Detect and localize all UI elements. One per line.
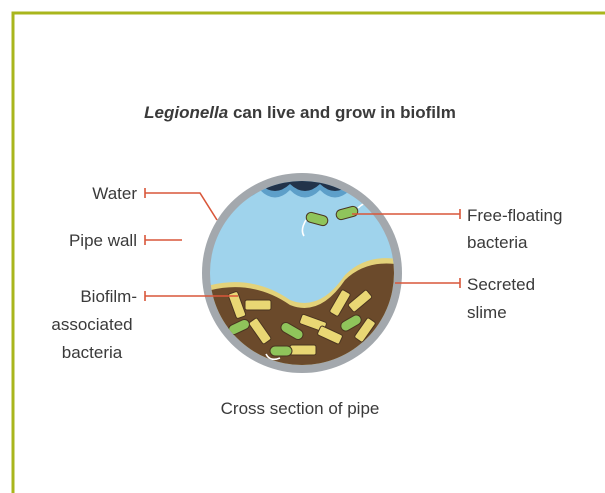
diagram: Legionella can live and grow in biofilm bbox=[0, 0, 605, 493]
label-slime: slime bbox=[467, 303, 507, 322]
label-biofilm: Biofilm- bbox=[80, 287, 137, 306]
pipe-cross-section bbox=[200, 170, 410, 380]
title-rest: can live and grow in biofilm bbox=[233, 103, 456, 122]
title: Legionella can live and grow in biofilm bbox=[144, 103, 456, 122]
label-biofilm: associated bbox=[51, 315, 132, 334]
label-water: Water bbox=[92, 184, 137, 203]
label-biofilm: bacteria bbox=[62, 343, 123, 362]
title-italic: Legionella bbox=[144, 103, 228, 122]
label-slime: Secreted bbox=[467, 275, 535, 294]
label-pipe-wall: Pipe wall bbox=[69, 231, 137, 250]
label-free-floating: bacteria bbox=[467, 233, 528, 252]
label-free-floating: Free-floating bbox=[467, 206, 562, 225]
caption: Cross section of pipe bbox=[221, 399, 380, 418]
